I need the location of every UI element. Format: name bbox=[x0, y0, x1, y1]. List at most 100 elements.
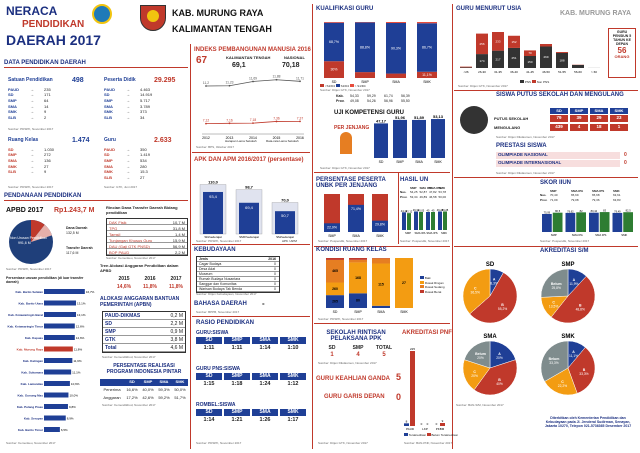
rasio-value: 1:17 bbox=[287, 417, 299, 423]
series-bar bbox=[576, 212, 586, 232]
arrow-icon: → bbox=[30, 169, 34, 175]
usia-label: 251 bbox=[511, 56, 516, 60]
rintisan-title: SEKOLAH RINTISAN PELAKSANA PPK bbox=[326, 330, 386, 342]
kebudayaan-row: Cagar Budaya 0 bbox=[197, 262, 279, 267]
rasio-head: SMA bbox=[252, 373, 278, 380]
kualifikasi-segment bbox=[417, 23, 437, 72]
akreditasi-slice-label: A bbox=[498, 352, 501, 356]
series-bar bbox=[402, 212, 406, 230]
pnf-label: 9 bbox=[442, 419, 444, 423]
rintisan-head: SD bbox=[328, 345, 336, 351]
rintisan-value: 4 bbox=[356, 352, 360, 358]
regency-seal-icon bbox=[140, 5, 166, 31]
stat-label: PAUD bbox=[104, 146, 116, 152]
kebudayaan-value: 0 bbox=[274, 262, 276, 266]
rintisan-head: SMP bbox=[352, 345, 364, 351]
usia-legend: PNS Non PNS bbox=[520, 80, 549, 84]
kebudayaan-row: Sanggar dan Komunitas 0 bbox=[197, 282, 279, 287]
bar-label: 44,19 bbox=[401, 209, 408, 213]
putus-value: 18 bbox=[590, 124, 608, 131]
bar-label: 42,12 bbox=[406, 210, 413, 214]
stat-row: SMA → 3.789 bbox=[104, 104, 188, 110]
putus-title: SISWA PUTUS SEKOLAH DAN MENGULANG bbox=[496, 92, 624, 98]
kab-value: 11,8% bbox=[74, 348, 83, 352]
pnf-label: 0 bbox=[427, 422, 429, 426]
usia-legend-item: Non PNS bbox=[531, 80, 549, 84]
kualifikasi-label: 90,3% bbox=[391, 46, 401, 50]
stat-value: 2 bbox=[44, 114, 47, 120]
kondisi-segment bbox=[372, 258, 390, 264]
putus-value: 23 bbox=[610, 115, 628, 122]
ukg-category: SD bbox=[379, 160, 384, 164]
kondisi-label: 260 bbox=[332, 287, 338, 291]
bar-label: 45,05 bbox=[418, 208, 425, 212]
realisasi-cell: SMA bbox=[156, 379, 172, 386]
bar-label: 46,28 bbox=[437, 208, 444, 212]
legend-apm: APM bbox=[290, 239, 297, 243]
ipm-tick: 2016 bbox=[296, 136, 304, 140]
kondisi-segment bbox=[326, 282, 344, 296]
realisasi-cell: 50,0% bbox=[174, 387, 186, 392]
kebudayaan-title: KEBUDAYAAN bbox=[194, 247, 236, 253]
usia-segment bbox=[540, 44, 552, 47]
arrow-icon: → bbox=[30, 86, 34, 92]
kondisi-segment bbox=[372, 263, 390, 306]
stat-row: SMP → 534 bbox=[104, 158, 188, 164]
kualifikasi-legend-item: > S1/D4 bbox=[349, 84, 366, 88]
kondisi-label: 465 bbox=[332, 269, 338, 273]
stat-row: SMP → 64 bbox=[8, 98, 96, 104]
rasio-subtitle: GURU:SISWA bbox=[196, 330, 229, 336]
usia-legend-item: PNS bbox=[520, 80, 532, 84]
kondisi-legend: Baik Rusak Ringan Rusak Sedang Rusak Ber… bbox=[420, 276, 445, 294]
apk-sumber: Sumber: PDSPK, November 2017 bbox=[196, 239, 242, 243]
stat-row: SD → 1.030 bbox=[8, 147, 96, 153]
guru-total: 2.633 bbox=[154, 137, 172, 144]
unbk-sumber: Sumber: Puspendik, November 2017 bbox=[318, 239, 368, 243]
bahasa-sumber: Sumber: BPPB, November 2017 bbox=[196, 310, 240, 314]
akreditasi-slice bbox=[473, 359, 518, 396]
putus-sumber: Sumber: Ditjen Dikdasmen, November 2017 bbox=[496, 135, 555, 139]
bahasa-value: - bbox=[262, 299, 265, 308]
pnf-legend-item: Belum Terakreditasi bbox=[426, 433, 458, 437]
rasio-head: SD bbox=[196, 373, 222, 380]
prestasi-title: PRESTASI SISWA bbox=[496, 143, 547, 149]
table-cell: 79,08 bbox=[571, 197, 579, 202]
akreditasi-slice-value: 40% bbox=[496, 382, 503, 386]
apk-category: SM/sederajat bbox=[276, 235, 294, 239]
kondisi-category: SMP bbox=[354, 310, 362, 314]
arrow-icon: → bbox=[126, 114, 130, 120]
kondisi-category: SMA bbox=[377, 310, 385, 314]
putus-row-label: MENGULANG bbox=[494, 125, 521, 130]
stat-row: SLB → 27 bbox=[104, 175, 188, 181]
ipm-nas-label: NASIONAL bbox=[284, 55, 305, 60]
prestasi-label: OLIMPIADE INTERNASIONAL bbox=[496, 160, 620, 167]
stat-row: PAUD → 4.463 bbox=[104, 87, 188, 93]
kebudayaan-label: Warisan Budaya Tak Benda bbox=[199, 287, 242, 291]
rincian-label: TPG bbox=[109, 225, 118, 231]
sumber-guru: Sumber: GTK, Juni 2017 bbox=[104, 185, 138, 189]
rincian-value: 1,4 M bbox=[174, 231, 185, 237]
ukg-cell: 61,74 bbox=[384, 94, 393, 98]
apbd-label: APBD 2017 bbox=[6, 207, 44, 214]
akreditasi-slice-label: B bbox=[501, 303, 504, 307]
usia-segment bbox=[556, 52, 568, 68]
region-name: KAB. MURUNG RAYA bbox=[172, 8, 264, 18]
kab-label: Kab. Katingan bbox=[23, 359, 43, 363]
peserta-rows: PAUD → 4.463 SD → 14.919 SMP → 5.717 SMA → 3.789 SMK… bbox=[104, 87, 188, 121]
stat-row: PAUD → 235 bbox=[8, 87, 96, 93]
pensiun-value: 56 bbox=[617, 46, 627, 56]
rincian-sumber: Sumber: Kemenkeu, November 2017 bbox=[106, 256, 156, 261]
akreditasi-slice bbox=[540, 340, 569, 382]
kab-bar bbox=[44, 335, 75, 340]
akreditasi-slice-value: 36,5% bbox=[471, 290, 480, 294]
ipm-label: 7,16 bbox=[226, 118, 233, 122]
rasio-value: 1:14 bbox=[259, 345, 271, 351]
akreditasi-chart: SDA8,3%B55,2%C36,5%SMPA11,9%B48,8%C13,5%… bbox=[462, 262, 596, 396]
ukg-cell: 54,33 bbox=[350, 94, 359, 98]
kondisi-label: 168 bbox=[355, 276, 361, 280]
stat-label: SMA bbox=[104, 163, 113, 169]
akreditasi-slice-label: B bbox=[583, 368, 586, 372]
pensiun-unit: ORANG bbox=[614, 54, 630, 60]
stat-value: 34 bbox=[140, 114, 145, 120]
